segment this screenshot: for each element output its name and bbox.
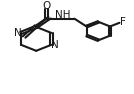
Text: F: F [120, 17, 126, 27]
Text: N: N [14, 28, 22, 38]
Text: O: O [42, 1, 50, 11]
Text: N: N [51, 40, 59, 50]
Text: NH: NH [55, 10, 71, 20]
